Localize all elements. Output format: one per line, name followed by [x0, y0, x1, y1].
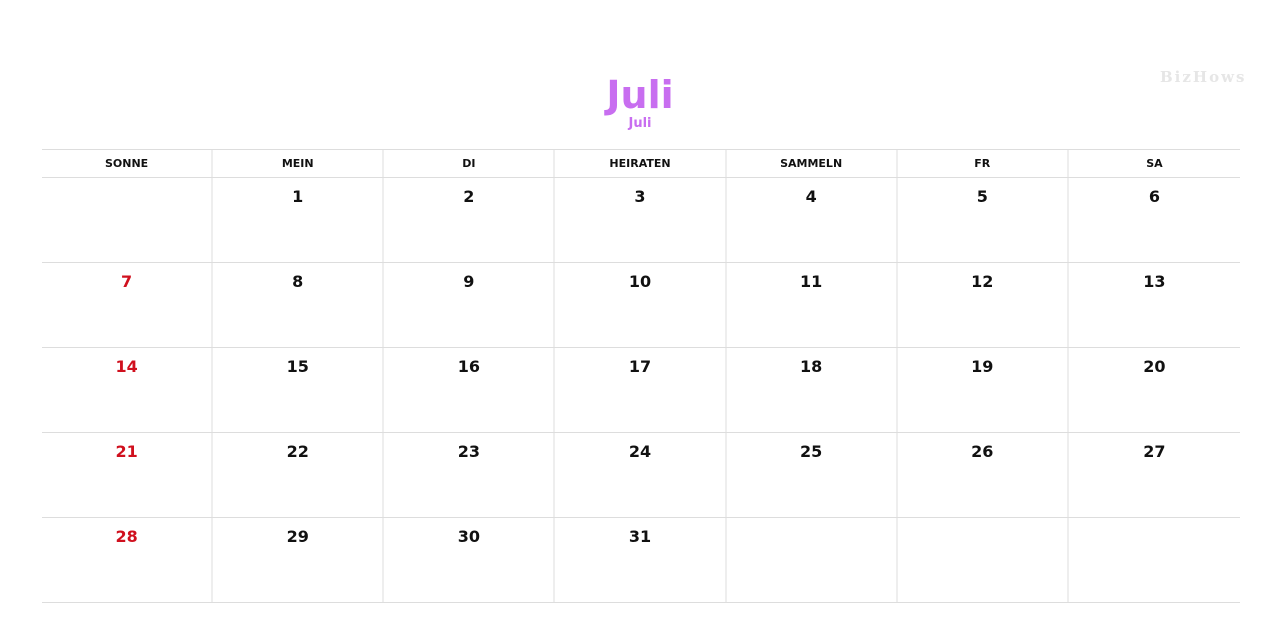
weekday-label: FR: [898, 150, 1069, 177]
day-cell[interactable]: 30: [384, 518, 556, 602]
day-cell[interactable]: 16: [384, 348, 556, 432]
day-cell[interactable]: 26: [898, 433, 1069, 517]
weekday-label: HEIRATEN: [555, 150, 727, 177]
weekday-label: SA: [1146, 157, 1163, 170]
week-row: 21 22 23 24 25 26 27: [42, 433, 1240, 518]
day-cell[interactable]: 13: [1143, 272, 1166, 291]
day-cell[interactable]: 14: [42, 348, 214, 432]
weekday-header: SONNE MEIN DI HEIRATEN SAMMELN FR SA: [42, 149, 1240, 178]
day-cell[interactable]: 5: [898, 178, 1069, 262]
day-cell[interactable]: 1: [213, 178, 385, 262]
day-cell[interactable]: 22: [213, 433, 385, 517]
day-cell[interactable]: 10: [555, 263, 727, 347]
month-title: Juli: [606, 73, 674, 117]
month-subtitle: Juli: [628, 116, 652, 131]
day-cell[interactable]: 19: [898, 348, 1069, 432]
day-cell[interactable]: 7: [42, 263, 214, 347]
watermark-logo: BizHows: [1160, 68, 1247, 86]
day-cell[interactable]: 25: [727, 433, 898, 517]
day-cell[interactable]: 18: [727, 348, 898, 432]
day-cell[interactable]: 4: [727, 178, 898, 262]
day-cell[interactable]: 31: [555, 518, 727, 602]
day-cell[interactable]: 15: [213, 348, 385, 432]
day-cell[interactable]: [727, 518, 898, 602]
day-cell[interactable]: 12: [898, 263, 1069, 347]
weekday-label: SONNE: [42, 150, 214, 177]
weekday-label: SAMMELN: [727, 150, 898, 177]
day-cell[interactable]: 11: [727, 263, 898, 347]
day-cell[interactable]: 9: [384, 263, 556, 347]
weekday-label: MEIN: [213, 150, 385, 177]
day-cell[interactable]: 8: [213, 263, 385, 347]
day-cell[interactable]: [42, 178, 214, 262]
week-row: 14 15 16 17 18 19 20: [42, 348, 1240, 433]
day-cell[interactable]: 27: [1143, 442, 1166, 461]
day-cell[interactable]: 6: [1148, 187, 1160, 206]
day-cell[interactable]: 20: [1143, 357, 1166, 376]
weekday-label: DI: [384, 150, 556, 177]
day-cell[interactable]: [898, 518, 1069, 602]
day-cell[interactable]: 3: [555, 178, 727, 262]
day-cell[interactable]: 23: [384, 433, 556, 517]
day-cell[interactable]: 28: [42, 518, 214, 602]
day-cell[interactable]: 17: [555, 348, 727, 432]
day-cell[interactable]: [1069, 518, 1240, 602]
day-cell[interactable]: 29: [213, 518, 385, 602]
week-row: 7 8 9 10 11 12 13: [42, 263, 1240, 348]
day-cell[interactable]: 21: [42, 433, 214, 517]
day-cell[interactable]: 2: [384, 178, 556, 262]
week-row: 28 29 30 31: [42, 518, 1240, 603]
day-cell[interactable]: 24: [555, 433, 727, 517]
